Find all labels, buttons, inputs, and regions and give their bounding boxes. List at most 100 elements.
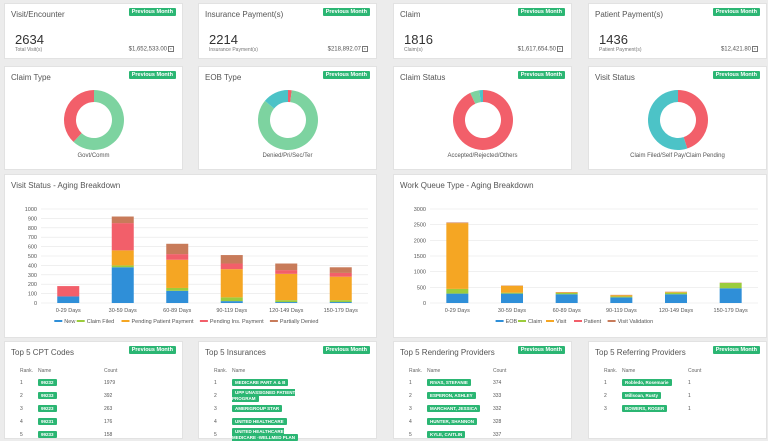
- name-tag[interactable]: MARCHANT, JESSICA: [427, 405, 480, 412]
- legend-label[interactable]: Claim Filed: [87, 319, 115, 325]
- bar-segment[interactable]: [166, 288, 188, 291]
- expand-icon[interactable]: ▪: [362, 46, 368, 52]
- amount-text: $218,892.07: [328, 47, 361, 53]
- previous-month-badge[interactable]: Previous Month: [713, 71, 760, 79]
- name-tag[interactable]: Millsoan, Rusty: [622, 392, 661, 399]
- bar-segment[interactable]: [57, 286, 79, 296]
- legend-label[interactable]: Patient: [584, 319, 602, 325]
- bar-segment[interactable]: [501, 293, 523, 294]
- bar-segment[interactable]: [112, 223, 134, 250]
- bar-segment[interactable]: [665, 294, 687, 303]
- name-tag[interactable]: BOWERS, ROGER: [622, 405, 667, 412]
- previous-month-badge[interactable]: Previous Month: [518, 71, 565, 79]
- bar-segment[interactable]: [275, 264, 297, 271]
- donut-slice[interactable]: [63, 90, 93, 142]
- name-tag[interactable]: 99232: [38, 379, 57, 386]
- y-tick-label: 500: [28, 254, 37, 260]
- previous-month-badge[interactable]: Previous Month: [713, 346, 760, 354]
- expand-icon[interactable]: ▪: [557, 46, 563, 52]
- bar-segment[interactable]: [501, 286, 523, 293]
- bar-segment[interactable]: [112, 267, 134, 303]
- bar-segment[interactable]: [330, 273, 352, 277]
- legend-label[interactable]: Pending Patient Payment: [132, 319, 195, 325]
- bar-segment[interactable]: [501, 294, 523, 303]
- name-tag[interactable]: 99233: [38, 392, 57, 399]
- name-tag[interactable]: 99223: [38, 405, 57, 412]
- name-tag[interactable]: KYLE, CAITLIN: [427, 431, 465, 438]
- legend-label[interactable]: Visit: [556, 319, 567, 325]
- bar-segment[interactable]: [610, 296, 632, 297]
- bar-segment[interactable]: [720, 283, 742, 288]
- name-tag[interactable]: Robledo, Rosemarie: [622, 379, 672, 386]
- bar-segment[interactable]: [446, 223, 468, 289]
- bar-segment[interactable]: [446, 294, 468, 303]
- previous-month-badge[interactable]: Previous Month: [323, 8, 370, 16]
- stat-amount: $218,892.07▪: [328, 46, 368, 53]
- name-tag[interactable]: ESPERON, ASHLEY: [427, 392, 476, 399]
- bar-segment[interactable]: [446, 289, 468, 294]
- name-tag[interactable]: 99231: [38, 418, 57, 425]
- bar-segment[interactable]: [221, 301, 243, 303]
- bar-segment[interactable]: [330, 300, 352, 302]
- name-tag[interactable]: 99233: [38, 431, 57, 438]
- name-tag[interactable]: UPP UNASSIGNED PATIENT PROGRAM: [232, 389, 295, 402]
- bar-segment[interactable]: [112, 250, 134, 265]
- bar-segment[interactable]: [221, 255, 243, 263]
- bar-segment[interactable]: [610, 295, 632, 296]
- bar-segment[interactable]: [221, 297, 243, 301]
- bar-segment[interactable]: [112, 265, 134, 267]
- bar-segment[interactable]: [275, 270, 297, 274]
- bar-segment[interactable]: [446, 222, 468, 223]
- bar-segment[interactable]: [57, 296, 79, 303]
- bar-segment[interactable]: [610, 297, 632, 303]
- legend-label[interactable]: Claim: [528, 319, 542, 325]
- bar-segment[interactable]: [275, 274, 297, 300]
- previous-month-badge[interactable]: Previous Month: [129, 71, 176, 79]
- bar-segment[interactable]: [221, 264, 243, 270]
- stat-label: Patient Payment(s): [599, 47, 642, 53]
- donut-chart[interactable]: [443, 89, 523, 151]
- legend-label[interactable]: Visit Validation: [618, 319, 654, 325]
- bar-segment[interactable]: [556, 294, 578, 303]
- bar-segment[interactable]: [166, 244, 188, 254]
- legend-label[interactable]: Partially Denied: [280, 319, 319, 325]
- bar-segment[interactable]: [665, 293, 687, 295]
- bar-segment[interactable]: [330, 302, 352, 303]
- name-tag[interactable]: RIVAS, STEFANIE: [427, 379, 471, 386]
- bar-segment[interactable]: [556, 293, 578, 294]
- previous-month-badge[interactable]: Previous Month: [129, 8, 176, 16]
- donut-chart[interactable]: [54, 89, 134, 151]
- bar-segment[interactable]: [275, 302, 297, 303]
- previous-month-badge[interactable]: Previous Month: [518, 346, 565, 354]
- legend-label[interactable]: EOB: [506, 319, 518, 325]
- bar-segment[interactable]: [166, 260, 188, 288]
- name-tag[interactable]: HUNTER, SHANNON: [427, 418, 477, 425]
- bar-segment[interactable]: [275, 300, 297, 302]
- previous-month-badge[interactable]: Previous Month: [713, 8, 760, 16]
- bar-segment[interactable]: [720, 288, 742, 303]
- name-tag[interactable]: AMERIGROUP STAR: [232, 405, 282, 412]
- stat-value: 2634: [15, 32, 44, 47]
- expand-icon[interactable]: ▪: [168, 46, 174, 52]
- name-tag[interactable]: MEDICARE PART A & B: [232, 379, 288, 386]
- expand-icon[interactable]: ▪: [752, 46, 758, 52]
- bar-segment[interactable]: [112, 217, 134, 224]
- bar-segment[interactable]: [166, 291, 188, 303]
- previous-month-badge[interactable]: Previous Month: [323, 346, 370, 354]
- legend-label[interactable]: Pending Ins. Payment: [210, 319, 264, 325]
- bar-segment[interactable]: [166, 254, 188, 260]
- bar-segment[interactable]: [330, 267, 352, 273]
- name-tag[interactable]: UNITED HEALTHCARE: [232, 418, 287, 425]
- donut-chart[interactable]: [638, 89, 718, 151]
- previous-month-badge[interactable]: Previous Month: [518, 8, 565, 16]
- donut-chart[interactable]: [248, 89, 328, 151]
- legend-label[interactable]: New: [64, 319, 75, 325]
- bar-segment[interactable]: [330, 277, 352, 301]
- previous-month-badge[interactable]: Previous Month: [323, 71, 370, 79]
- bar-segment[interactable]: [556, 292, 578, 293]
- donut-caption: Denied/Pri/Sec/Ter: [199, 153, 376, 159]
- bar-segment[interactable]: [221, 269, 243, 297]
- name-cell: MEDICARE PART A & B: [232, 380, 298, 386]
- previous-month-badge[interactable]: Previous Month: [129, 346, 176, 354]
- bar-segment[interactable]: [665, 292, 687, 293]
